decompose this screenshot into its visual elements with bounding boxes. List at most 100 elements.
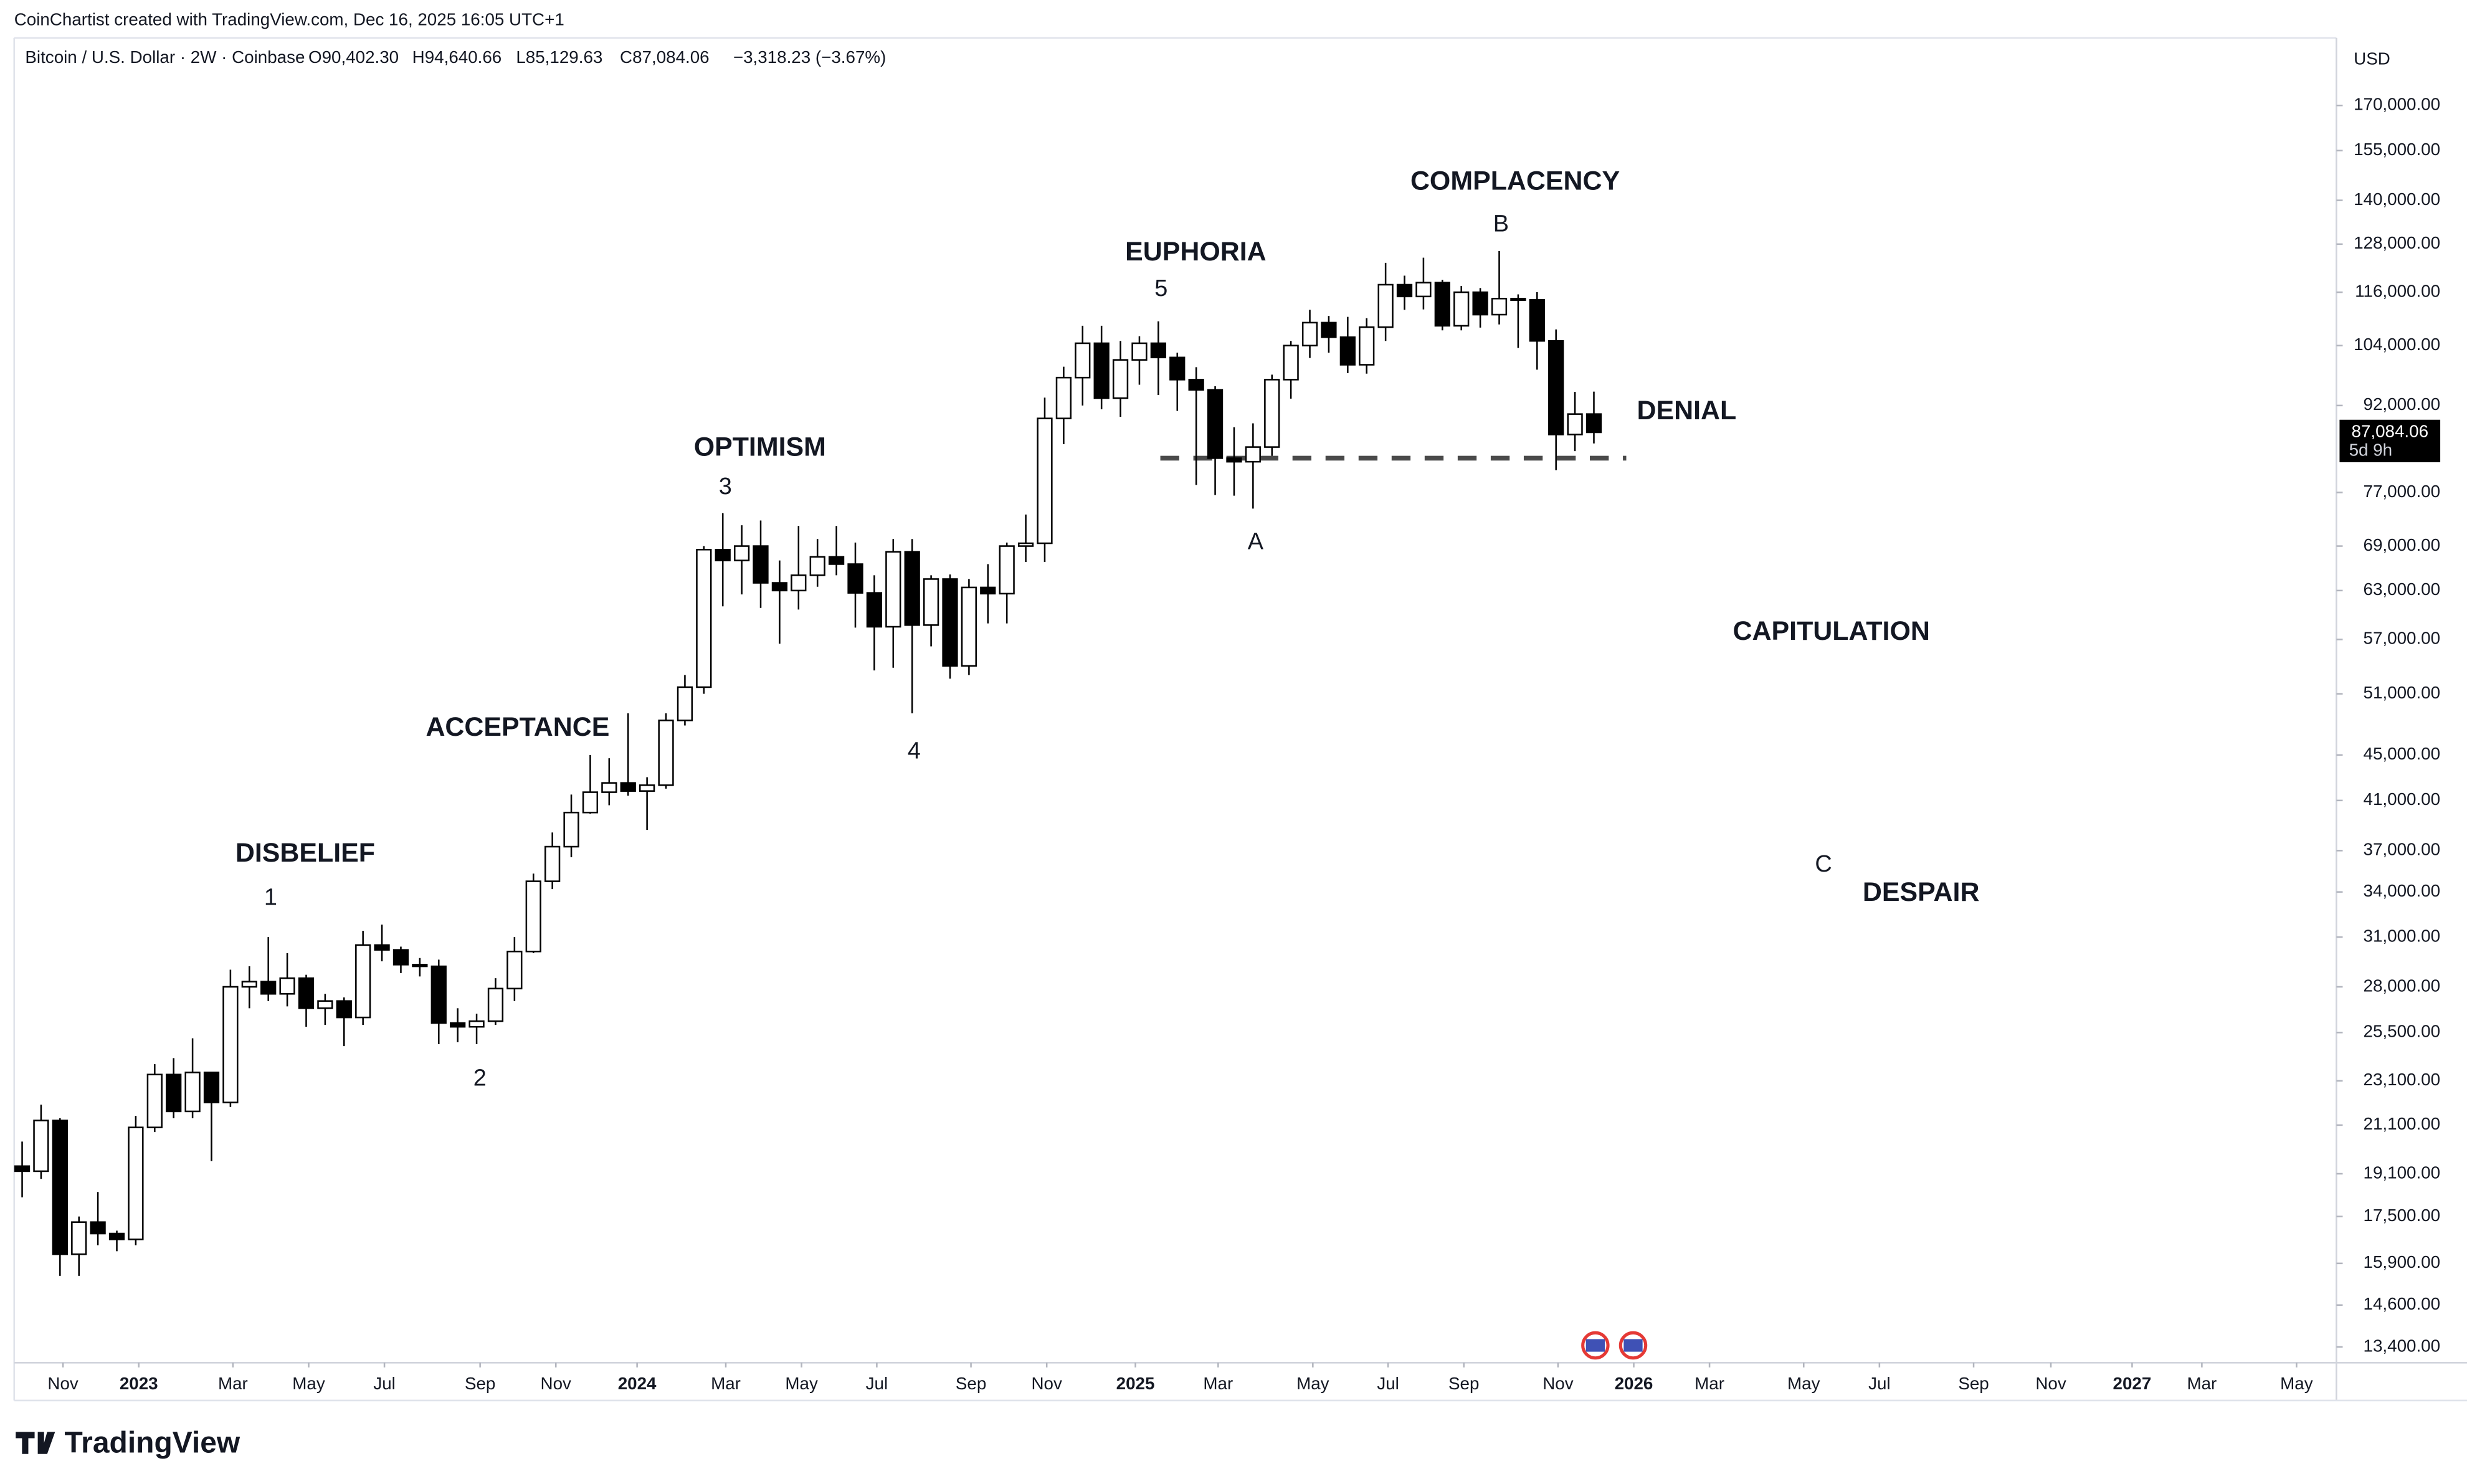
candle-body bbox=[1245, 446, 1261, 463]
candle-body bbox=[355, 944, 371, 1019]
candle-body bbox=[298, 977, 315, 1009]
candle-body bbox=[525, 880, 541, 953]
annotation: COMPLACENCY bbox=[1410, 166, 1620, 196]
annotation: OPTIMISM bbox=[694, 432, 826, 462]
candle-body bbox=[1529, 299, 1545, 342]
candle-body bbox=[1359, 326, 1375, 366]
candle-body bbox=[563, 811, 579, 848]
y-tick-label: 69,000.00 bbox=[2364, 535, 2441, 554]
candle-body bbox=[753, 545, 769, 584]
candle-body bbox=[771, 582, 788, 592]
candle-body bbox=[715, 548, 731, 561]
candle-body bbox=[904, 551, 920, 626]
annotation: CAPITULATION bbox=[1733, 616, 1930, 646]
y-tick-label: 51,000.00 bbox=[2364, 683, 2441, 702]
x-tick-label: Jul bbox=[373, 1374, 395, 1393]
y-tick-label: 140,000.00 bbox=[2354, 189, 2440, 209]
x-tick-label: Nov bbox=[1542, 1374, 1573, 1393]
candle-body bbox=[1510, 298, 1526, 302]
candle-body bbox=[279, 977, 295, 995]
candle-body bbox=[184, 1072, 201, 1113]
candle-body bbox=[336, 1000, 352, 1019]
candle-body bbox=[1415, 282, 1432, 298]
candle-body bbox=[1472, 291, 1488, 316]
x-tick-label: Nov bbox=[47, 1374, 78, 1393]
annotation: 3 bbox=[719, 473, 732, 500]
candle-body bbox=[222, 986, 239, 1103]
candle-body bbox=[1453, 291, 1470, 327]
y-tick-label: 57,000.00 bbox=[2364, 629, 2441, 648]
y-tick-label: 63,000.00 bbox=[2364, 579, 2441, 599]
candle-body bbox=[108, 1232, 125, 1240]
y-tick-label: 92,000.00 bbox=[2364, 394, 2441, 414]
y-tick-label: 116,000.00 bbox=[2355, 281, 2440, 300]
annotation: 5 bbox=[1154, 275, 1167, 302]
candle-body bbox=[468, 1020, 485, 1028]
flag-icon bbox=[1623, 1339, 1643, 1352]
candle-body bbox=[1188, 379, 1204, 391]
candle-body bbox=[1548, 340, 1564, 435]
candle-body bbox=[923, 578, 939, 626]
candle-body bbox=[1037, 417, 1053, 545]
annotation: C bbox=[1815, 851, 1832, 877]
ohlc-value: H94,640.66 bbox=[412, 47, 502, 67]
y-tick-label: 19,100.00 bbox=[2364, 1163, 2441, 1182]
candle-body bbox=[90, 1221, 106, 1235]
ohlc-value: L85,129.63 bbox=[516, 47, 602, 67]
y-tick-label: 15,900.00 bbox=[2364, 1252, 2441, 1272]
ohlc-value: C87,084.06 bbox=[620, 47, 710, 67]
candle-body bbox=[1055, 376, 1072, 419]
candle-body bbox=[1131, 342, 1148, 361]
candle-body bbox=[374, 944, 390, 951]
y-tick-label: 45,000.00 bbox=[2364, 744, 2441, 763]
candle-body bbox=[71, 1221, 87, 1255]
candle-body bbox=[203, 1072, 220, 1103]
candle-body bbox=[506, 950, 523, 990]
candle-body bbox=[733, 545, 750, 561]
candle-body bbox=[1491, 298, 1508, 316]
candles bbox=[14, 250, 1602, 1276]
candle-body bbox=[1321, 321, 1337, 338]
credit: CoinChartist created with TradingView.co… bbox=[14, 9, 564, 29]
y-tick-label: 104,000.00 bbox=[2354, 335, 2440, 354]
y-tick-label: 34,000.00 bbox=[2364, 881, 2441, 900]
x-tick-label: 2026 bbox=[1615, 1374, 1653, 1393]
x-tick-label: Sep bbox=[956, 1374, 986, 1393]
brand-logo: TradingView bbox=[16, 1426, 240, 1459]
x-tick-label: Mar bbox=[218, 1374, 248, 1393]
flag-icon bbox=[1585, 1339, 1605, 1352]
candle-body bbox=[146, 1073, 163, 1128]
logo-mark bbox=[16, 1432, 55, 1454]
x-tick-label: 2025 bbox=[1116, 1374, 1155, 1393]
candle-body bbox=[260, 981, 277, 995]
x-tick-label: May bbox=[1787, 1374, 1820, 1393]
candle-body bbox=[828, 556, 845, 565]
candle-body bbox=[866, 592, 883, 628]
annotation: DISBELIEF bbox=[235, 838, 375, 868]
candle-body bbox=[999, 545, 1015, 595]
countdown: 5d 9h bbox=[2349, 440, 2392, 460]
y-tick-label: 23,100.00 bbox=[2364, 1070, 2441, 1089]
candle-body bbox=[1075, 342, 1091, 379]
x-tick-label: 2023 bbox=[120, 1374, 158, 1393]
candle-body bbox=[658, 720, 674, 786]
candle-body bbox=[791, 574, 807, 592]
candle-body bbox=[1264, 379, 1280, 448]
x-tick-label: Jul bbox=[1868, 1374, 1890, 1393]
y-tick-label: 77,000.00 bbox=[2364, 482, 2441, 501]
x-tick-label: Sep bbox=[465, 1374, 495, 1393]
candle-body bbox=[582, 791, 599, 814]
candle-body bbox=[1283, 345, 1299, 381]
annotation: DESPAIR bbox=[1863, 877, 1980, 907]
annotation: EUPHORIA bbox=[1125, 237, 1267, 267]
x-tick-label: 2027 bbox=[2113, 1374, 2152, 1393]
x-tick-label: Jul bbox=[866, 1374, 888, 1393]
last-price-label: 87,084.06 bbox=[2351, 421, 2428, 440]
x-tick-label: May bbox=[785, 1374, 818, 1393]
candle-body bbox=[677, 686, 693, 721]
x-tick-label: May bbox=[292, 1374, 325, 1393]
ohlc-value: −3,318.23 (−3.67%) bbox=[733, 47, 886, 67]
y-tick-label: 128,000.00 bbox=[2354, 233, 2440, 252]
x-tick-label: Sep bbox=[1958, 1374, 1989, 1393]
candle-body bbox=[639, 784, 655, 792]
